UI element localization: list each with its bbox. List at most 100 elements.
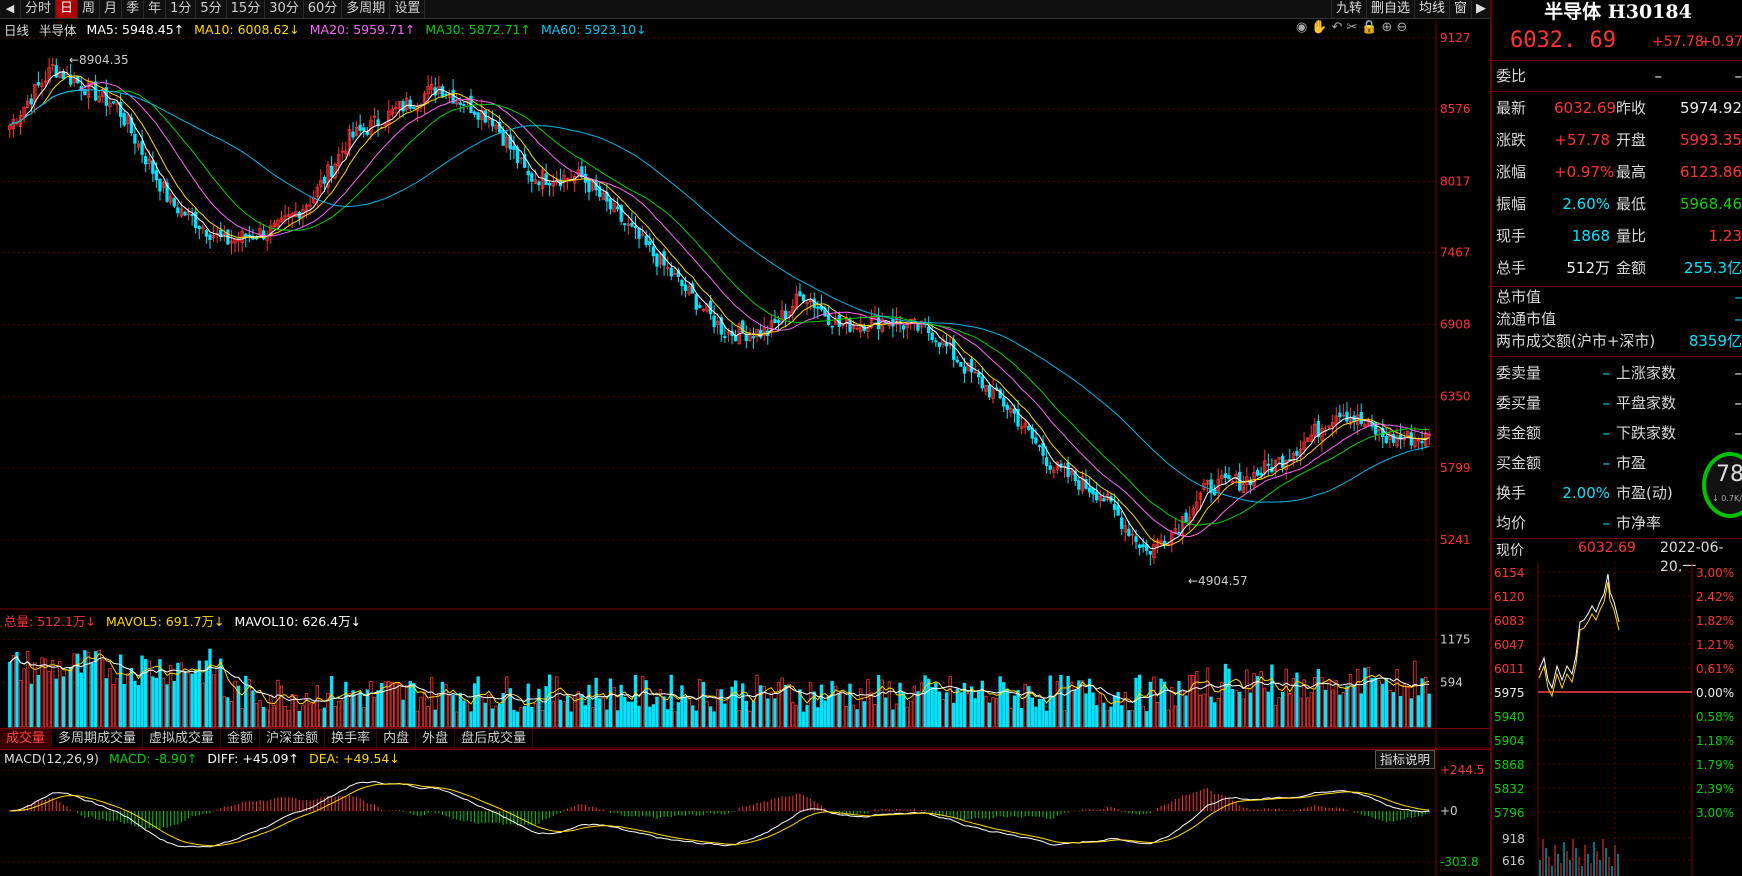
period-tab-10[interactable]: 60分 [304,0,343,18]
volume-bar [1098,692,1102,728]
candle-body [1359,412,1363,424]
zoom-out-icon[interactable]: ⊖ [1396,20,1412,35]
volume-tab-5[interactable]: 换手率 [325,729,378,749]
candle-body [1280,455,1285,468]
period-tab-9[interactable]: 30分 [265,0,304,18]
mini-right-tick: 1.18% [1696,734,1734,748]
volume-bar [576,691,580,728]
candle-body [1177,531,1181,534]
volume-bar [172,680,176,728]
volume-bar [115,678,119,728]
volume-bar [1302,679,1306,728]
volume-bar [1134,677,1138,728]
breadth-row: 委买量 – 平盘家数 – [1496,388,1742,418]
volume-bar [862,701,866,728]
volume-bar [1259,671,1263,728]
volume-bar [655,696,659,728]
period-tab-11[interactable]: 多周期 [342,0,391,18]
period-tab-7[interactable]: 5分 [196,0,227,18]
period-tab-3[interactable]: 月 [100,0,123,18]
candle-body [161,181,166,188]
volume-bar [583,705,588,728]
mini-vol-tick: 918 [1502,832,1525,846]
period-tab-2[interactable]: 周 [78,0,101,18]
volume-bar [912,685,917,728]
scissors-icon[interactable]: ✂ [1346,20,1362,35]
macd-name: MACD(12,26,9) [4,751,99,766]
volume-bar [287,710,291,728]
next-icon[interactable]: ▶ [1471,0,1490,18]
volume-tab-0[interactable]: 成交量 [0,729,53,749]
period-tab-12[interactable]: 设置 [390,0,426,18]
volume-bar [773,698,777,728]
volume-tab-1[interactable]: 多周期成交量 [52,729,144,749]
ma10-label: MA10: 6008.62↓ [194,22,300,37]
volume-bar [630,701,634,728]
mini-right-tick: 0.58% [1696,710,1734,724]
eye-icon[interactable]: ◉ [1296,20,1312,35]
volume-bar [261,706,266,728]
volume-bar [937,691,942,728]
volume-bar [444,684,448,728]
period-tab-8[interactable]: 15分 [227,0,266,18]
candle-body [934,340,938,343]
volume-tab-8[interactable]: 盘后成交量 [455,729,534,749]
volume-bar [859,688,863,728]
volume-bar [623,696,627,728]
period-tab-4[interactable]: 季 [122,0,145,18]
volume-tab-2[interactable]: 虚拟成交量 [143,729,222,749]
volume-tab-6[interactable]: 内盘 [377,729,417,749]
volume-tab-3[interactable]: 金额 [221,729,261,749]
indicator-help-button[interactable]: 指标说明 [1375,750,1435,769]
candle-body [576,169,580,175]
candle-body [1073,470,1077,482]
volume-bar [1341,692,1346,728]
zoom-in-icon[interactable]: ⊕ [1381,20,1397,35]
mini-left-tick: 6154 [1494,566,1525,580]
volume-bar [526,683,530,728]
intraday-mini-chart[interactable]: 6154 3.00% 6120 2.42% 6083 1.82% 6047 1.21% 6011… [1492,562,1742,876]
period-tab-6[interactable]: 1分 [166,0,197,18]
macd-tick-label: -303.8 [1440,855,1479,869]
candle-body [590,181,595,191]
period-tab-0[interactable]: 分时 [21,0,57,18]
volume-bar [297,711,302,728]
volume-bar [612,686,616,728]
volume-bar [537,688,541,728]
mini-date: 2022-06-20,一 [1660,540,1724,575]
volume-bar [430,677,434,728]
volume-bar [176,662,180,728]
mini-right-tick: 2.42% [1696,590,1734,604]
volume-tab-7[interactable]: 外盘 [416,729,456,749]
volume-bar [140,655,144,728]
candle-body [952,339,956,360]
quote-value: 512万 [1566,259,1610,277]
volume-bar [876,675,881,728]
prev-icon[interactable]: ◀ [0,0,21,18]
kline-chart[interactable]: 9127 8576 8017 7467 6908 6350 5799 5241 1175 594 +… [0,0,1490,876]
tool-button-0[interactable]: 九转 [1330,0,1366,18]
volume-bar [748,711,752,728]
period-toolbar: ◀ 分时日周月季年 1分 5分 15分 30分 60分 多周期 设置 [0,0,1490,19]
volume-bar [1273,704,1278,728]
volume-tab-4[interactable]: 沪深金额 [260,729,326,749]
volume-bar [1080,680,1085,728]
quote-row: 总手 512万 金额 255.3亿 [1496,253,1742,283]
tool-button-1[interactable]: 删自选 [1365,0,1414,18]
candle-body [462,103,466,106]
breadth-value: 2.00% [1562,484,1610,502]
volume-bar [548,674,552,728]
lock-icon[interactable]: 🔒 [1361,20,1382,35]
volume-bar [673,711,677,728]
period-tab-1[interactable]: 日 [56,0,79,18]
candle-body [97,95,101,103]
period-tab-5[interactable]: 年 [144,0,167,18]
tool-button-2[interactable]: 均线 [1413,0,1449,18]
candle-body [719,317,723,335]
volume-bar [601,697,605,728]
hand-icon[interactable]: ✋ [1311,20,1332,35]
tool-button-3[interactable]: 窗 [1448,0,1471,18]
undo-icon[interactable]: ↶ [1331,20,1347,35]
candle-body [68,74,73,85]
volume-bar [326,692,330,728]
